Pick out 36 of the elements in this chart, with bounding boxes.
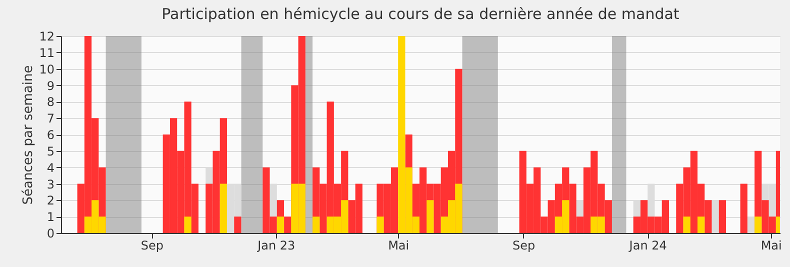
bar [312,216,320,233]
y-tick-label: 0 [46,226,54,240]
y-tick-label: 11 [39,46,54,60]
bar [698,216,705,233]
bar [683,216,690,233]
y-tick-label: 4 [46,160,54,175]
x-tick-label: Jan 24 [628,238,667,252]
y-tick-label: 7 [46,112,54,126]
y-tick-label: 9 [46,78,54,93]
chart-title: Participation en hémicycle au cours de sa dernière année de mandat [162,5,680,23]
y-tick-label: 5 [46,144,54,158]
bar [184,216,192,233]
bar [740,184,748,233]
y-tick-label: 12 [39,30,54,44]
y-tick-label: 1 [46,210,54,224]
x-tick-label: Mai [388,238,410,252]
y-tick-label: 10 [39,62,54,76]
bar [754,216,762,233]
y-axis-title: Séances par semaine [21,65,36,205]
y-tick-label: 6 [46,128,54,142]
bar [718,200,726,233]
x-tick-label: Sep [140,238,164,252]
y-tick-label: 2 [46,194,54,208]
bar [376,216,384,233]
x-tick-label: Sep [512,238,536,252]
bar [284,216,292,233]
bar [234,216,242,233]
bar [712,200,719,233]
x-tick-label: Jan 23 [256,238,296,252]
y-tick-label: 3 [46,177,54,192]
bar [220,184,227,233]
bar [747,216,755,233]
bar [276,216,284,233]
x-tick-label: Mai [760,238,782,252]
y-tick-label: 8 [46,95,54,110]
bar [426,200,434,233]
